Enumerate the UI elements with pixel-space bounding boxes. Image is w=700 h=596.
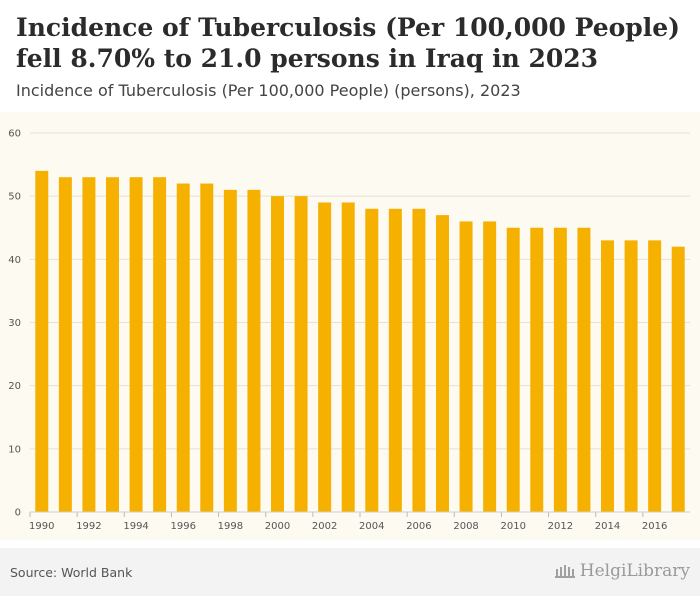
x-tick-label: 2000 [265, 521, 290, 532]
bar-2002[interactable] [318, 202, 332, 512]
bar-1994[interactable] [129, 177, 143, 512]
x-tick-label: 2010 [500, 521, 525, 532]
bar-1991[interactable] [58, 177, 72, 512]
bar-2016[interactable] [648, 240, 662, 512]
bar-2009[interactable] [483, 221, 497, 512]
bar-2000[interactable] [271, 196, 284, 512]
x-tick-label: 2006 [406, 521, 431, 532]
y-axis: 0 10 20 30 40 50 60 [8, 129, 21, 519]
bar-2017[interactable] [671, 246, 685, 512]
bar-2007[interactable] [436, 215, 449, 512]
brand[interactable]: HelgiLibrary [554, 561, 690, 581]
y-tick-label: 60 [8, 129, 21, 140]
x-tick-label: 1994 [123, 521, 148, 532]
y-tick-label: 0 [15, 508, 21, 519]
bar-2008[interactable] [459, 221, 473, 512]
bar-chart: 0 10 20 30 40 50 60 1990 1992 1994 1996 1998 2000 20… [8, 129, 690, 532]
bar-layer [35, 170, 685, 513]
x-tick-label: 1998 [218, 521, 243, 532]
x-tick-label: 1996 [170, 521, 195, 532]
y-tick-label: 30 [8, 318, 21, 329]
source-note: Source: World Bank [10, 565, 133, 580]
bar-1998[interactable] [223, 189, 237, 512]
y-tick-label: 20 [8, 381, 21, 392]
x-axis: 1990 1992 1994 1996 1998 2000 2002 2004 2006 2008… [29, 511, 690, 532]
bar-2001[interactable] [294, 196, 308, 512]
bar-1990[interactable] [35, 170, 49, 512]
x-tick-label: 1992 [76, 521, 101, 532]
bar-1999[interactable] [247, 189, 261, 512]
chart-title: Incidence of Tuberculosis (Per 100,000 P… [16, 13, 681, 73]
x-tick-label: 1990 [29, 521, 54, 532]
footer-bar [0, 548, 700, 596]
x-tick-label: 2008 [453, 521, 478, 532]
bar-1992[interactable] [82, 177, 96, 512]
brand-name: HelgiLibrary [579, 561, 690, 581]
bar-2003[interactable] [341, 202, 355, 512]
bar-2012[interactable] [553, 227, 567, 512]
bar-1995[interactable] [153, 177, 167, 512]
bar-2006[interactable] [412, 208, 426, 513]
bar-2015[interactable] [624, 240, 638, 512]
bar-2005[interactable] [388, 208, 402, 513]
library-logo-icon [554, 565, 575, 578]
bar-1993[interactable] [106, 177, 119, 512]
bar-2013[interactable] [577, 227, 591, 512]
x-tick-label: 2004 [359, 521, 384, 532]
y-tick-label: 10 [8, 444, 21, 455]
bar-2010[interactable] [506, 227, 520, 512]
bar-2014[interactable] [601, 240, 614, 512]
grid-layer [30, 132, 690, 513]
bar-1996[interactable] [176, 183, 190, 512]
chart-subtitle: Incidence of Tuberculosis (Per 100,000 P… [16, 81, 521, 100]
bar-2004[interactable] [365, 208, 379, 513]
x-tick-label: 2012 [548, 521, 573, 532]
x-tick-label: 2014 [595, 521, 620, 532]
x-tick-label: 2002 [312, 521, 337, 532]
y-tick-label: 40 [8, 255, 21, 266]
bar-2011[interactable] [530, 227, 544, 512]
x-tick-label: 2016 [642, 521, 667, 532]
bar-1997[interactable] [200, 183, 214, 512]
y-tick-label: 50 [8, 192, 21, 203]
